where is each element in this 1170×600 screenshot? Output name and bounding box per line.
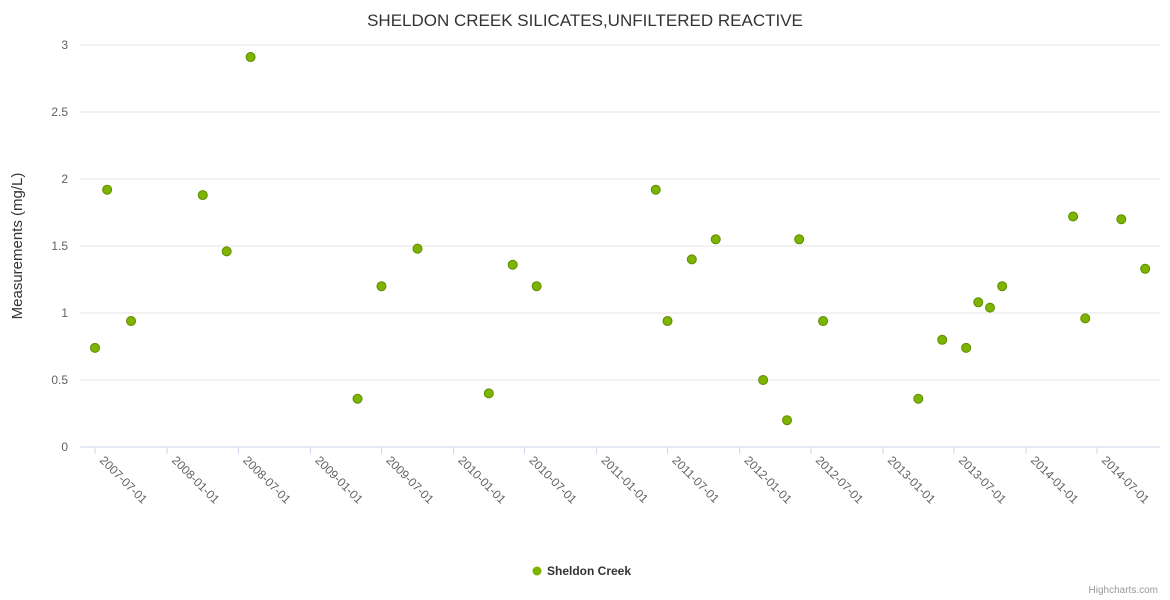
x-tick-label: 2013-07-01 (956, 453, 1010, 507)
data-point[interactable] (1080, 313, 1091, 324)
data-point[interactable] (758, 375, 769, 385)
x-tick-label: 2013-01-01 (885, 453, 939, 507)
data-point[interactable] (245, 52, 256, 63)
x-tick-label: 2010-07-01 (526, 453, 580, 507)
legend-item[interactable]: Sheldon Creek (532, 564, 632, 578)
data-point[interactable] (710, 234, 721, 245)
data-point[interactable] (376, 281, 387, 292)
x-tick-label: 2008-01-01 (169, 453, 223, 507)
x-tick-label: 2014-07-01 (1099, 453, 1153, 507)
data-point[interactable] (662, 316, 673, 327)
data-point[interactable] (650, 184, 661, 195)
x-tick-label: 2009-07-01 (383, 453, 437, 507)
data-point[interactable] (1116, 214, 1127, 225)
data-point[interactable] (961, 342, 972, 353)
data-point[interactable] (507, 259, 518, 270)
data-point[interactable] (221, 246, 232, 257)
data-point[interactable] (197, 190, 208, 201)
y-tick-label: 3 (61, 38, 68, 52)
legend-label: Sheldon Creek (547, 564, 631, 578)
data-point[interactable] (997, 281, 1008, 292)
x-tick-label: 2010-01-01 (455, 453, 509, 507)
y-tick-label: 1.5 (51, 239, 68, 253)
x-tick-label: 2014-01-01 (1028, 453, 1082, 507)
y-tick-label: 2.5 (51, 105, 68, 119)
data-point[interactable] (913, 393, 924, 404)
x-tick-label: 2012-07-01 (813, 453, 867, 507)
x-tick-label: 2007-07-01 (97, 453, 151, 507)
data-point[interactable] (412, 243, 423, 254)
data-point[interactable] (126, 316, 137, 327)
data-point[interactable] (937, 334, 948, 345)
data-point[interactable] (686, 254, 697, 265)
x-tick-label: 2008-07-01 (240, 453, 294, 507)
data-point[interactable] (782, 415, 793, 426)
x-tick-label: 2011-07-01 (669, 453, 722, 506)
data-point[interactable] (90, 342, 100, 353)
y-tick-label: 1 (61, 306, 68, 320)
data-point[interactable] (483, 388, 494, 399)
y-tick-label: 0.5 (51, 373, 68, 387)
data-point[interactable] (985, 302, 996, 313)
x-tick-label: 2009-01-01 (312, 453, 366, 507)
legend-marker-icon (532, 566, 542, 576)
credits-link[interactable]: Highcharts.com (1089, 585, 1158, 596)
y-tick-label: 2 (61, 172, 68, 186)
data-point[interactable] (973, 297, 984, 308)
data-point[interactable] (1140, 263, 1151, 274)
x-tick-label: 2011-01-01 (598, 453, 651, 506)
data-point[interactable] (1068, 211, 1079, 222)
y-tick-label: 0 (61, 440, 68, 454)
chart-title: SHELDON CREEK SILICATES,UNFILTERED REACT… (367, 11, 803, 30)
data-point[interactable] (818, 316, 829, 327)
data-point[interactable] (531, 281, 542, 292)
data-point[interactable] (794, 234, 805, 245)
data-point[interactable] (102, 184, 113, 195)
y-axis-title: Measurements (mg/L) (9, 173, 26, 320)
data-point[interactable] (352, 393, 363, 404)
x-tick-label: 2012-01-01 (741, 453, 795, 507)
